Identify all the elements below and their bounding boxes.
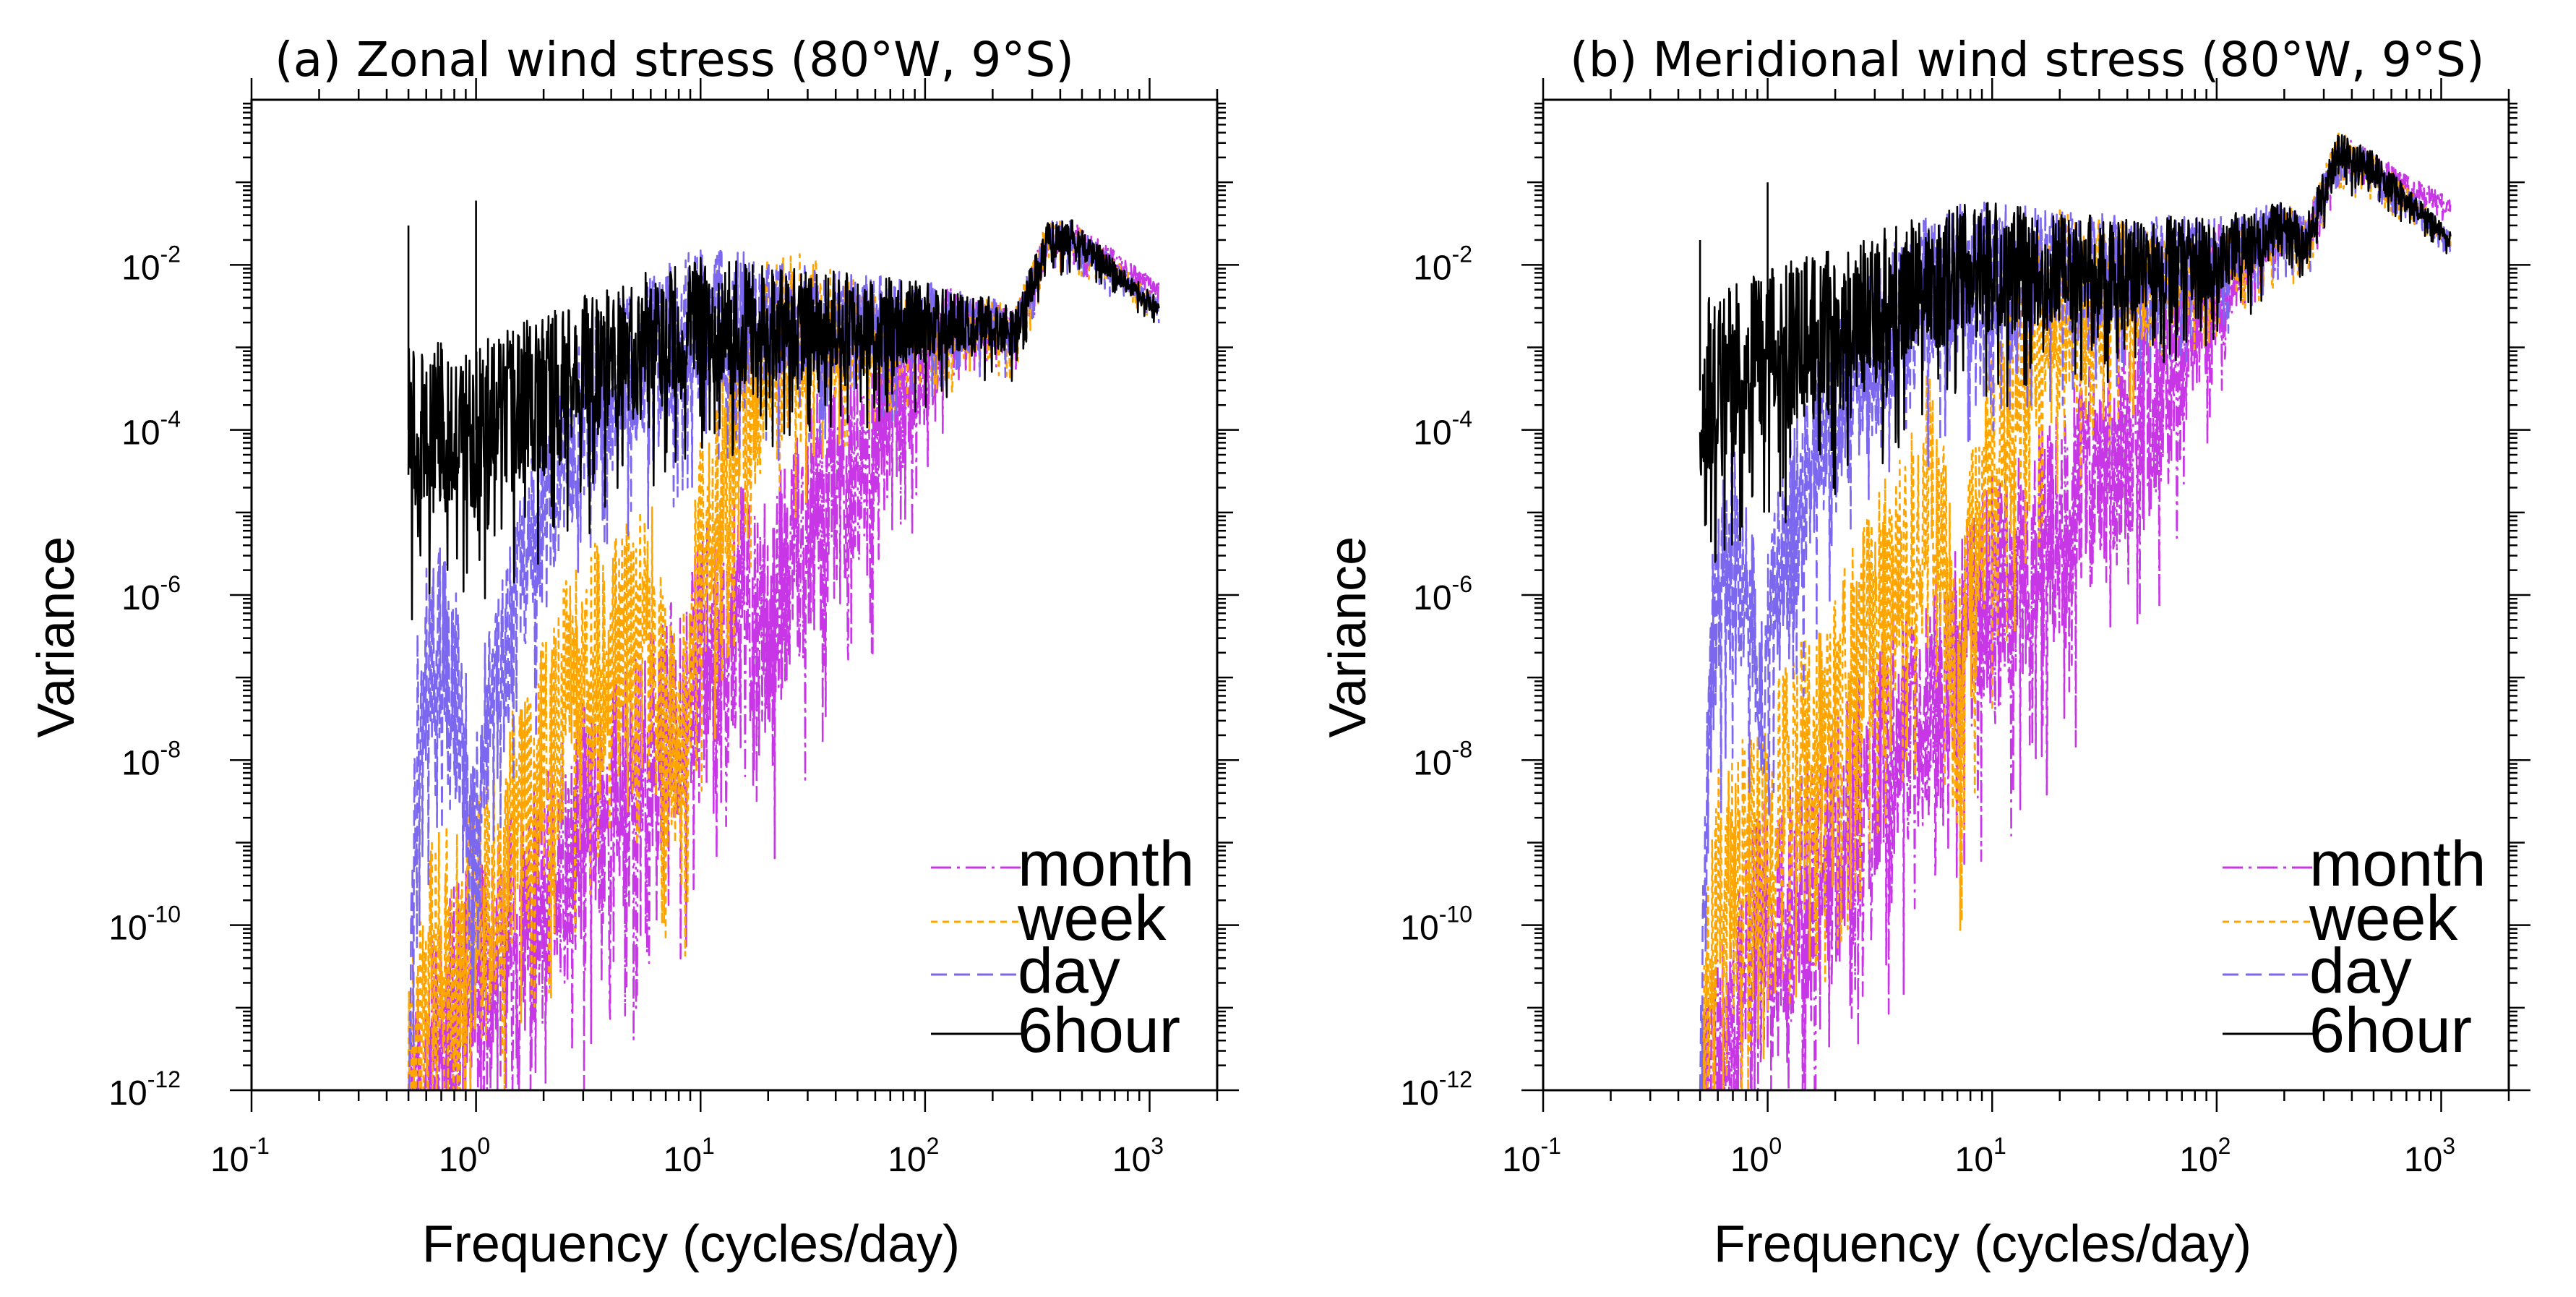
panel-b: (b) Meridional wind stress (80°W, 9°S) F…: [1319, 32, 2530, 1273]
series-line-6hour: [1699, 134, 2452, 563]
x-tick-label: 103: [2404, 1133, 2455, 1179]
x-axis-label: Frequency (cycles/day): [1714, 1215, 2251, 1273]
x-tick-label: 100: [439, 1133, 490, 1179]
panel-title: (b) Meridional wind stress (80°W, 9°S): [1570, 32, 2485, 87]
legend-item-month: month: [931, 828, 1195, 899]
x-axis: 10-1 100 101 102 103: [210, 78, 1219, 1179]
x-tick-label: 103: [1112, 1133, 1164, 1179]
plot-area: [407, 200, 1160, 1090]
y-tick-label: 10-8: [121, 736, 181, 782]
x-axis-label: Frequency (cycles/day): [422, 1215, 960, 1273]
y-tick-label: 10-4: [121, 406, 181, 453]
y-tick-label: 10-2: [121, 241, 181, 287]
x-tick-label: 101: [1955, 1133, 2006, 1179]
legend-label: day: [2309, 935, 2412, 1006]
panel-a: (a) Zonal wind stress (80°W, 9°S) Freque…: [27, 32, 1239, 1273]
y-axis-label: Variance: [27, 536, 85, 738]
y-tick-label: 10-6: [121, 571, 181, 617]
y-tick-label: 10-4: [1413, 406, 1472, 453]
panel-title: (a) Zonal wind stress (80°W, 9°S): [275, 32, 1074, 87]
legend-item-day: day: [2223, 935, 2412, 1006]
legend-item-week: week: [931, 882, 1167, 954]
x-axis: 10-1 100 101 102 103: [1502, 78, 2510, 1179]
x-tick-label: 10-1: [1502, 1133, 1561, 1179]
y-tick-label: 10-2: [1413, 241, 1472, 287]
legend-label: month: [1018, 828, 1195, 899]
legend-item-week: week: [2223, 882, 2458, 954]
y-axis: 10-12 10-10 10-8 10-6 10-4 10-2: [108, 102, 1239, 1113]
x-tick-label: 102: [2179, 1133, 2231, 1179]
series-line-6hour: [407, 200, 1160, 620]
x-tick-label: 100: [1730, 1133, 1782, 1179]
legend-label: week: [1017, 882, 1167, 954]
legend-label: week: [2309, 882, 2458, 954]
y-tick-label: 10-10: [108, 902, 181, 948]
y-axis: 10-12 10-10 10-8 10-6 10-4 10-2: [1400, 102, 2530, 1113]
series-line-week: [1699, 131, 2452, 1090]
y-tick-label: 10-12: [1400, 1066, 1472, 1113]
legend-label: month: [2309, 828, 2486, 899]
y-axis-label: Variance: [1319, 536, 1377, 738]
y-tick-label: 10-10: [1400, 902, 1472, 948]
legend-label: day: [1018, 935, 1120, 1006]
x-tick-label: 101: [664, 1133, 715, 1179]
x-tick-label: 10-1: [210, 1133, 270, 1179]
plot-area: [1699, 131, 2452, 1090]
legend-item-month: month: [2223, 828, 2486, 899]
legend-label: 6hour: [1018, 994, 1180, 1066]
legend-item-6hour: 6hour: [2223, 994, 2472, 1066]
legend-item-day: day: [931, 935, 1120, 1006]
legend-label: 6hour: [2309, 994, 2472, 1066]
y-tick-label: 10-6: [1413, 571, 1472, 617]
x-tick-label: 102: [888, 1133, 939, 1179]
y-tick-label: 10-8: [1413, 736, 1472, 782]
legend-item-6hour: 6hour: [931, 994, 1180, 1066]
y-tick-label: 10-12: [108, 1066, 181, 1113]
